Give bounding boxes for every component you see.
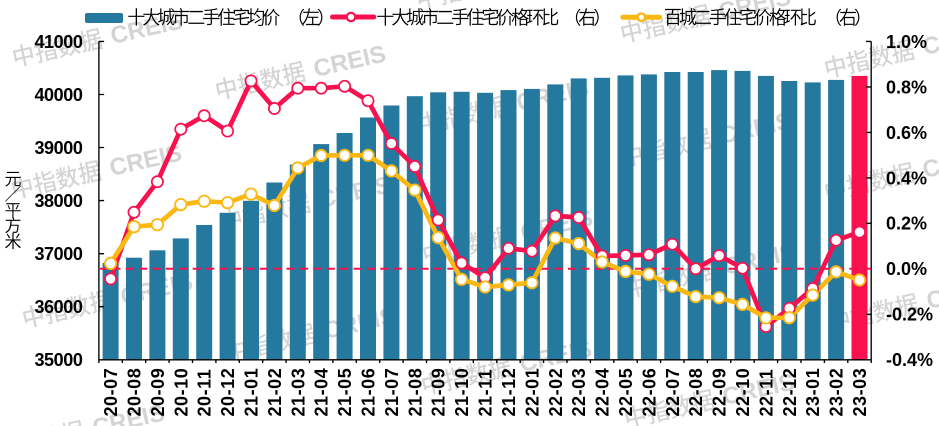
svg-text:20-09: 20-09 — [148, 368, 168, 417]
svg-text:22-10: 22-10 — [733, 368, 753, 417]
svg-text:39000: 39000 — [34, 138, 82, 158]
svg-text:-0.4%: -0.4% — [886, 350, 933, 370]
svg-text:22-07: 22-07 — [663, 368, 683, 417]
svg-text:22-02: 22-02 — [546, 368, 566, 417]
svg-text:22-01: 22-01 — [522, 368, 542, 417]
svg-text:0.2%: 0.2% — [886, 214, 927, 234]
svg-text:22-09: 22-09 — [710, 368, 730, 417]
svg-text:36000: 36000 — [34, 297, 82, 317]
svg-text:35000: 35000 — [34, 350, 82, 370]
svg-text:21-09: 21-09 — [429, 368, 449, 417]
svg-text:21-10: 21-10 — [452, 368, 472, 417]
svg-text:-0.2%: -0.2% — [886, 305, 933, 325]
svg-text:21-03: 21-03 — [288, 368, 308, 417]
svg-text:1.0%: 1.0% — [886, 32, 927, 52]
svg-text:21-06: 21-06 — [359, 368, 379, 417]
svg-text:21-01: 21-01 — [242, 368, 262, 417]
svg-text:20-07: 20-07 — [101, 368, 121, 417]
svg-text:23-01: 23-01 — [803, 368, 823, 417]
svg-text:0.4%: 0.4% — [886, 168, 927, 188]
svg-text:23-02: 23-02 — [827, 368, 847, 417]
svg-text:22-03: 22-03 — [569, 368, 589, 417]
svg-text:20-12: 20-12 — [218, 368, 238, 417]
svg-text:21-07: 21-07 — [382, 368, 402, 417]
svg-text:37000: 37000 — [34, 244, 82, 264]
svg-text:22-06: 22-06 — [639, 368, 659, 417]
svg-text:21-12: 21-12 — [499, 368, 519, 417]
svg-text:22-08: 22-08 — [686, 368, 706, 417]
svg-text:40000: 40000 — [34, 85, 82, 105]
svg-text:20-10: 20-10 — [171, 368, 191, 417]
svg-text:38000: 38000 — [34, 191, 82, 211]
svg-text:21-05: 21-05 — [335, 368, 355, 417]
svg-text:20-08: 20-08 — [125, 368, 145, 417]
svg-text:41000: 41000 — [34, 32, 82, 52]
svg-text:23-03: 23-03 — [850, 368, 870, 417]
svg-text:0.8%: 0.8% — [886, 77, 927, 97]
svg-text:22-11: 22-11 — [756, 369, 776, 417]
svg-text:22-04: 22-04 — [593, 368, 613, 417]
svg-text:22-12: 22-12 — [780, 368, 800, 417]
svg-text:0.0%: 0.0% — [886, 259, 927, 279]
svg-text:21-04: 21-04 — [312, 368, 332, 417]
svg-text:22-05: 22-05 — [616, 368, 636, 417]
svg-text:21-08: 21-08 — [405, 368, 425, 417]
svg-text:21-11: 21-11 — [476, 369, 496, 417]
svg-text:21-02: 21-02 — [265, 368, 285, 417]
svg-text:0.6%: 0.6% — [886, 123, 927, 143]
svg-text:20-11: 20-11 — [195, 369, 215, 417]
